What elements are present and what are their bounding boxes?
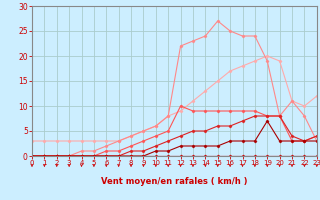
X-axis label: Vent moyen/en rafales ( km/h ): Vent moyen/en rafales ( km/h ) (101, 177, 248, 186)
